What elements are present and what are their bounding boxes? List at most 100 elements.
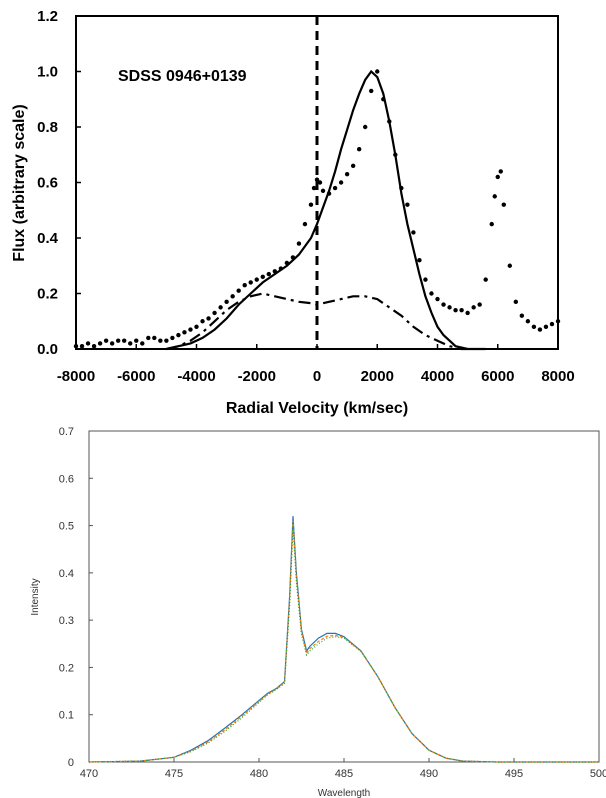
observed-flux-point (97, 341, 103, 346)
intensity-profile-line (88, 520, 599, 763)
observed-flux-point (320, 188, 326, 194)
observed-flux-point (543, 324, 549, 329)
observed-flux-point (85, 341, 91, 346)
observed-flux-point (537, 327, 543, 332)
bottom-y-tick-label: 0.6 (59, 473, 74, 485)
top-y-tick-label: 0.2 (37, 286, 58, 303)
observed-flux-point (140, 341, 145, 346)
observed-flux-point (447, 305, 452, 310)
top-y-axis-title: Flux (arbitrary scale) (11, 104, 28, 261)
observed-flux-point (465, 310, 470, 316)
observed-flux-point (103, 338, 109, 343)
observed-flux-point (435, 296, 440, 302)
top-y-tick-label: 0.6 (37, 175, 58, 192)
top-x-tick-label: -6000 (117, 368, 155, 385)
observed-flux-point (344, 171, 350, 177)
observed-flux-point (429, 291, 434, 296)
bottom-chart: 470 475 480 485 490 495 500 0 0.1 0.2 0.3 0.4 0.5 0.6… (30, 426, 606, 798)
model-total-line (166, 69, 486, 351)
observed-flux-point (248, 280, 253, 285)
top-x-tick-label: -2000 (238, 368, 276, 385)
top-y-tick-label: 0.0 (37, 341, 58, 358)
bottom-x-tick-label: 495 (505, 768, 523, 780)
top-x-axis-title: Radial Velocity (km/sec) (226, 400, 408, 417)
bottom-y-tick-label: 0.1 (59, 710, 74, 722)
top-y-tick-label: 0.4 (37, 230, 59, 247)
bottom-y-tick-label: 0.3 (59, 615, 74, 627)
bottom-series-group (88, 516, 599, 763)
observed-flux-point (188, 327, 193, 332)
observed-flux-point (91, 344, 97, 349)
observed-flux-point (260, 274, 265, 280)
observed-flux-point (405, 202, 410, 207)
observed-flux-point (483, 277, 488, 282)
observed-flux-point (79, 344, 85, 349)
observed-flux-point (501, 202, 506, 207)
observed-flux-point (495, 174, 500, 180)
observed-flux-point (507, 263, 512, 268)
observed-flux-point (194, 324, 199, 329)
intensity-profile-line (88, 525, 599, 763)
observed-flux-point (498, 169, 503, 174)
observed-flux-point (152, 335, 157, 341)
bottom-y-tick-label: 0.4 (59, 568, 74, 580)
top-x-tick-label: 6000 (481, 368, 514, 385)
observed-flux-point (311, 185, 317, 191)
observed-flux-point (128, 341, 133, 346)
observed-flux-point (423, 277, 428, 282)
model-component-line (166, 292, 468, 351)
bottom-y-tick-label: 0 (68, 757, 74, 769)
observed-flux-point (266, 271, 271, 277)
observed-flux-point (115, 338, 121, 343)
bottom-y-tick-label: 0.7 (59, 426, 74, 438)
observed-flux-point (308, 202, 314, 207)
observed-flux-point (158, 338, 163, 343)
observed-flux-point (109, 341, 115, 346)
observed-flux-point (369, 88, 374, 94)
top-y-tick-label: 1.0 (37, 64, 58, 81)
bottom-x-tick-label: 500 (590, 768, 606, 780)
observed-flux-point (170, 335, 175, 341)
bottom-y-tick-label: 0.5 (59, 521, 74, 533)
bottom-x-tick-label: 480 (250, 768, 268, 780)
top-x-tick-label: -8000 (57, 368, 95, 385)
observed-flux-point (477, 302, 482, 307)
observed-flux-point (332, 185, 338, 191)
bottom-x-tick-label: 490 (420, 768, 438, 780)
top-y-tick-label: 0.8 (37, 119, 58, 136)
observed-flux-point (356, 147, 362, 152)
observed-flux-point (471, 305, 476, 310)
observed-flux-point (218, 305, 223, 310)
observed-flux-point (242, 282, 247, 288)
observed-flux-point (492, 194, 497, 199)
top-x-tick-label: 2000 (361, 368, 394, 385)
top-annotation: SDSS 0946+0139 (118, 68, 247, 85)
observed-flux-point (182, 330, 187, 335)
observed-flux-point (212, 310, 217, 316)
bottom-y-axis-title: Intensity (30, 578, 41, 615)
observed-flux-point (555, 319, 561, 324)
top-y-tick-label: 1.2 (37, 8, 58, 25)
top-series-group (73, 69, 561, 351)
observed-flux-point (314, 177, 320, 182)
observed-flux-point (338, 180, 344, 185)
top-chart: -8000 -6000 -4000 -2000 0 2000 4000 6000 8000 0.0… (11, 8, 575, 417)
observed-flux-point (134, 338, 139, 343)
observed-flux-point (224, 299, 229, 305)
observed-flux-point (459, 307, 464, 313)
bottom-plot-frame (88, 430, 600, 763)
observed-flux-point (513, 299, 519, 305)
bottom-x-tick-label: 470 (80, 768, 98, 780)
observed-flux-point (230, 294, 235, 299)
bottom-x-axis-title: Wavelength (318, 788, 370, 798)
observed-flux-point (73, 344, 79, 349)
observed-flux-point (254, 277, 259, 282)
bottom-y-tick-label: 0.2 (59, 662, 74, 674)
top-x-tick-label: 0 (313, 368, 321, 385)
observed-flux-point (317, 180, 323, 185)
observed-flux-point (146, 335, 151, 341)
top-axis-ticks: -8000 -6000 -4000 -2000 0 2000 4000 6000 8000 0.0… (37, 8, 575, 385)
observed-flux-point (519, 313, 525, 318)
observed-flux-point (531, 324, 537, 329)
